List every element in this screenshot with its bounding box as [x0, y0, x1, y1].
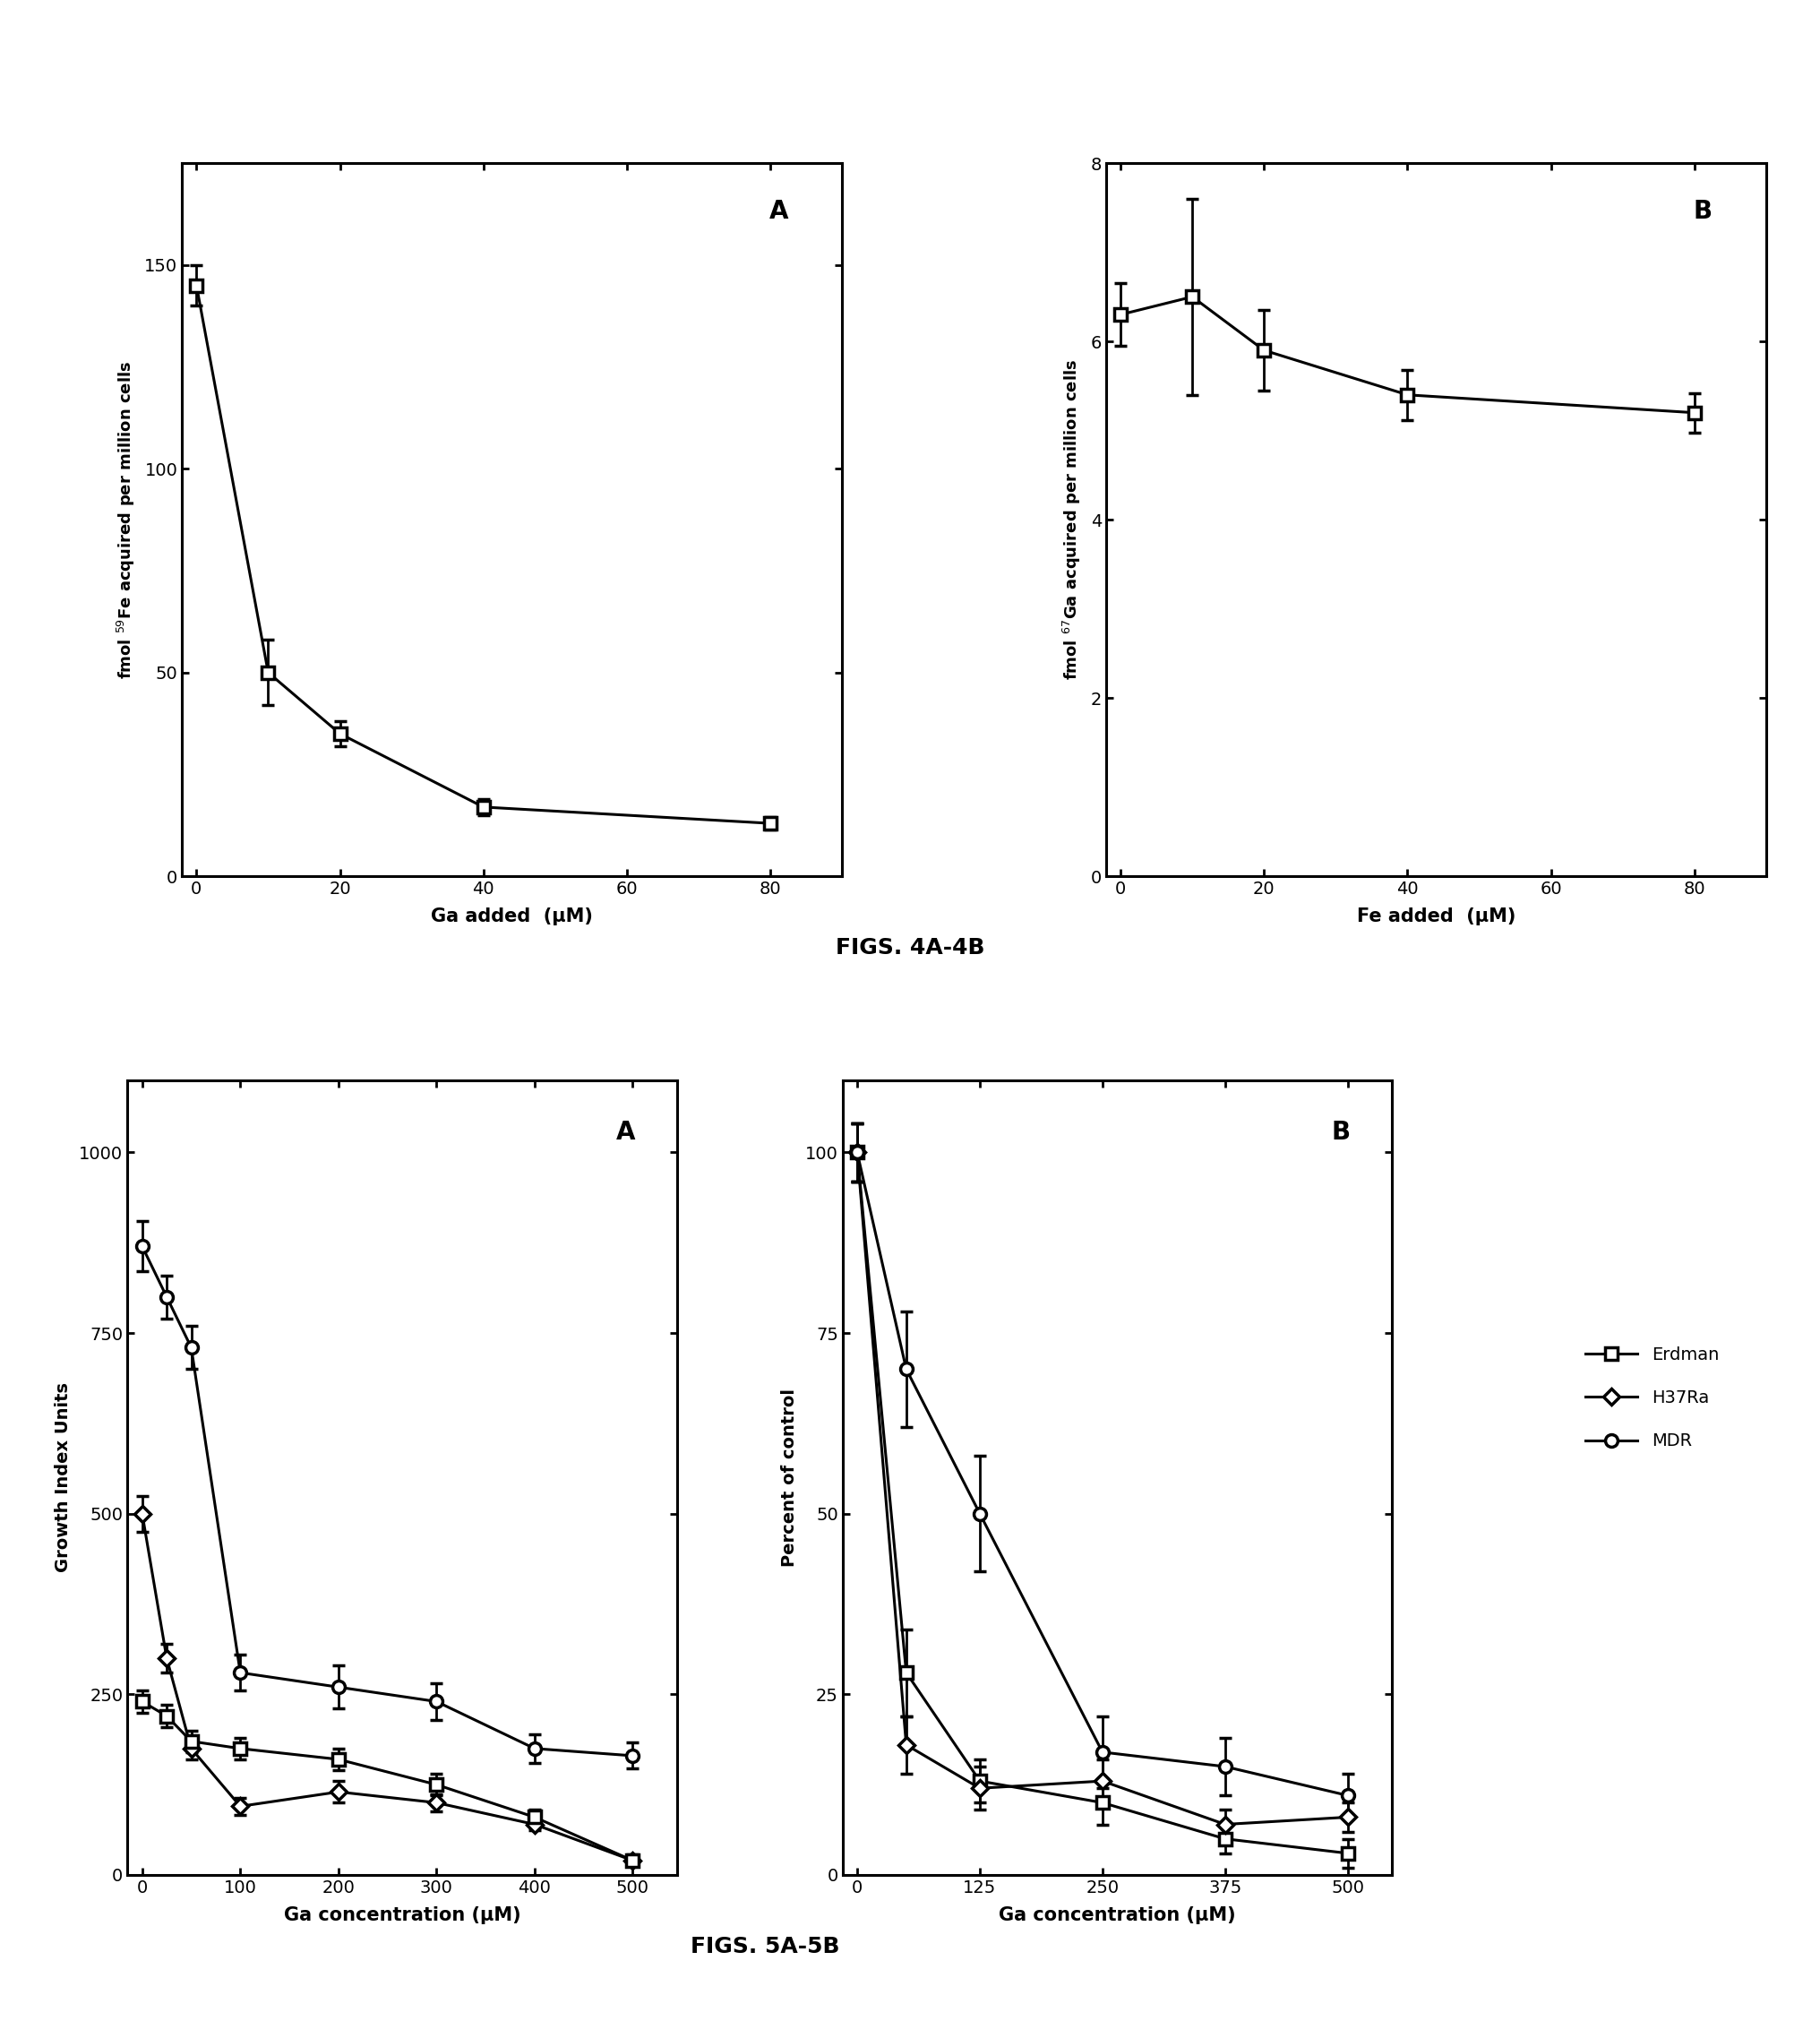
Y-axis label: fmol $^{67}$Ga acquired per million cells: fmol $^{67}$Ga acquired per million cell…: [1061, 359, 1083, 681]
Y-axis label: fmol $^{59}$Fe acquired per million cells: fmol $^{59}$Fe acquired per million cell…: [115, 361, 136, 679]
X-axis label: Fe added  (μM): Fe added (μM): [1356, 907, 1514, 925]
Text: FIGS. 4A-4B: FIGS. 4A-4B: [835, 937, 985, 958]
Legend: Erdman, H37Ra, MDR: Erdman, H37Ra, MDR: [1576, 1337, 1727, 1459]
X-axis label: Ga concentration (μM): Ga concentration (μM): [284, 1906, 521, 1924]
Text: B: B: [1330, 1121, 1350, 1145]
Text: A: A: [770, 200, 788, 224]
X-axis label: Ga added  (μM): Ga added (μM): [431, 907, 593, 925]
Text: FIGS. 5A-5B: FIGS. 5A-5B: [690, 1936, 839, 1956]
X-axis label: Ga concentration (μM): Ga concentration (μM): [997, 1906, 1236, 1924]
Y-axis label: Percent of control: Percent of control: [781, 1388, 797, 1567]
Y-axis label: Growth Index Units: Growth Index Units: [55, 1382, 71, 1573]
Text: A: A: [617, 1121, 635, 1145]
Text: B: B: [1693, 200, 1713, 224]
